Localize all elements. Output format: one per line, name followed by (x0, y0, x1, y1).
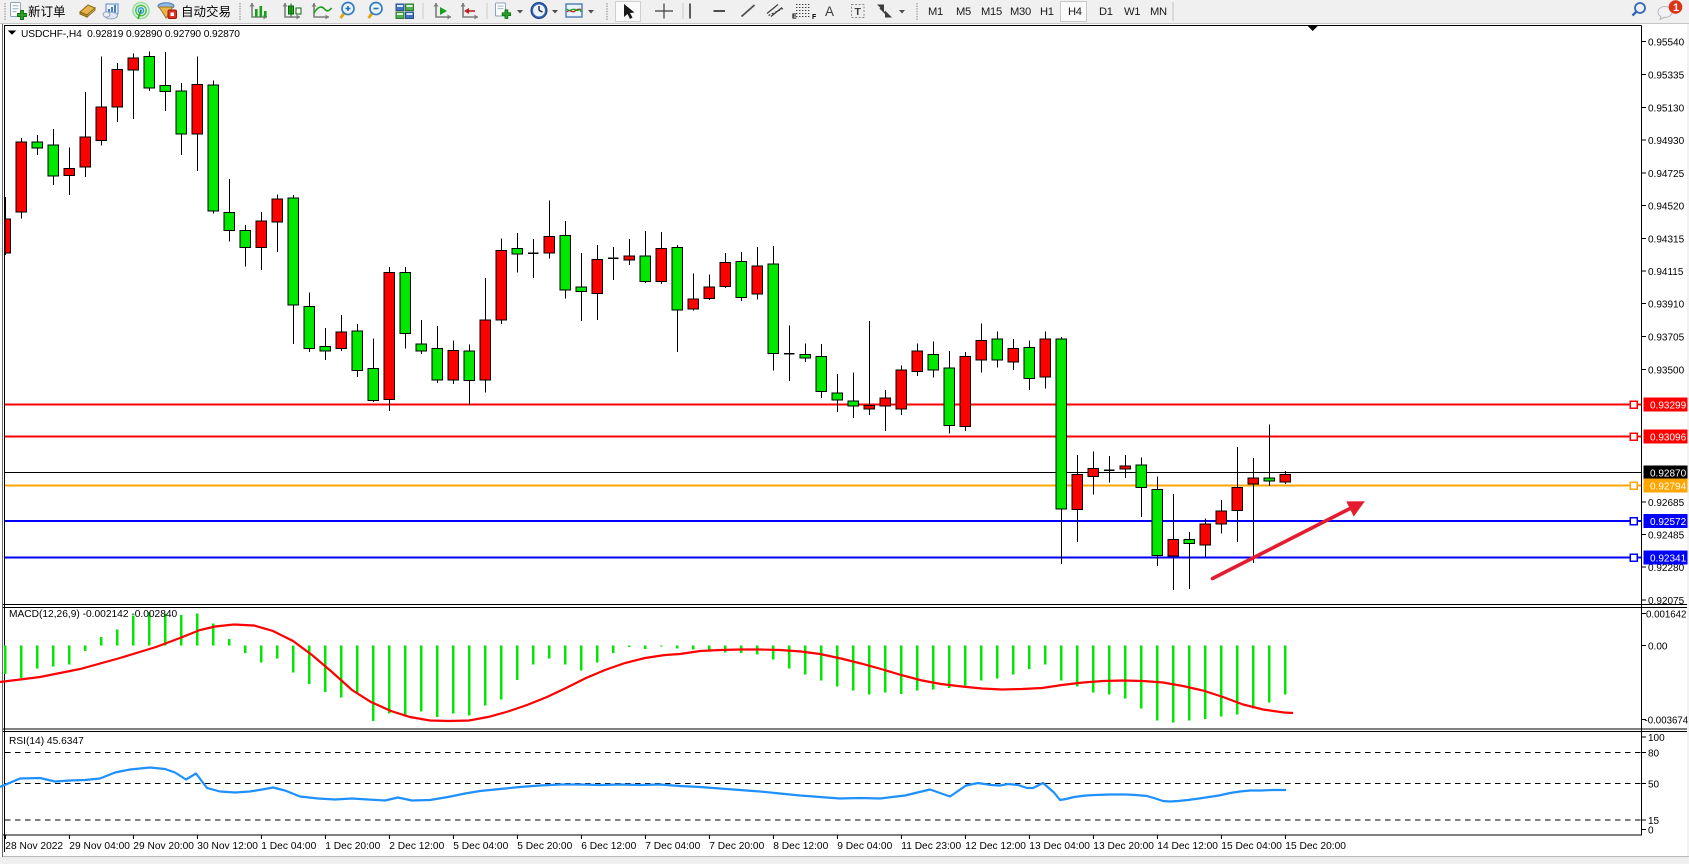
svg-text:W1: W1 (1124, 6, 1140, 18)
svg-text:0.93500: 0.93500 (1648, 366, 1685, 377)
svg-text:H4: H4 (1068, 6, 1082, 18)
svg-text:T: T (855, 6, 862, 18)
svg-text:13 Dec 04:00: 13 Dec 04:00 (1029, 841, 1090, 852)
svg-text:自动交易: 自动交易 (181, 4, 231, 19)
svg-text:RSI(14) 45.6347: RSI(14) 45.6347 (9, 736, 84, 747)
svg-text:0.92075: 0.92075 (1648, 596, 1685, 607)
svg-text:0.94520: 0.94520 (1648, 202, 1685, 213)
svg-text:M30: M30 (1010, 6, 1031, 18)
svg-text:H1: H1 (1040, 6, 1054, 18)
svg-text:15 Dec 04:00: 15 Dec 04:00 (1221, 841, 1282, 852)
svg-text:1: 1 (1673, 2, 1679, 14)
svg-text:7 Dec 20:00: 7 Dec 20:00 (709, 841, 764, 852)
svg-text:15: 15 (1648, 816, 1660, 827)
svg-text:12 Dec 12:00: 12 Dec 12:00 (965, 841, 1026, 852)
svg-text:14 Dec 12:00: 14 Dec 12:00 (1157, 841, 1218, 852)
svg-text:50: 50 (1648, 779, 1660, 790)
svg-text:0.94115: 0.94115 (1648, 267, 1684, 278)
svg-text:80: 80 (1648, 749, 1660, 760)
svg-text:0: 0 (1648, 826, 1654, 837)
svg-text:13 Dec 20:00: 13 Dec 20:00 (1093, 841, 1154, 852)
svg-text:29 Nov 04:00: 29 Nov 04:00 (69, 841, 130, 852)
svg-text:28 Nov 2022: 28 Nov 2022 (5, 841, 63, 852)
svg-text:M15: M15 (981, 6, 1002, 18)
svg-text:15 Dec 20:00: 15 Dec 20:00 (1285, 841, 1346, 852)
svg-text:0.93299: 0.93299 (1650, 401, 1687, 412)
svg-text:0.95130: 0.95130 (1648, 104, 1685, 115)
svg-text:0.001642: 0.001642 (1646, 610, 1686, 621)
svg-text:0.92485: 0.92485 (1648, 531, 1685, 542)
svg-text:新订单: 新订单 (28, 4, 66, 19)
svg-text:E: E (792, 14, 797, 21)
svg-text:11 Dec 23:00: 11 Dec 23:00 (901, 841, 961, 852)
svg-text:7 Dec 04:00: 7 Dec 04:00 (645, 841, 700, 852)
svg-text:F: F (812, 14, 817, 21)
svg-text:29 Nov 20:00: 29 Nov 20:00 (133, 841, 194, 852)
svg-text:8 Dec 12:00: 8 Dec 12:00 (773, 841, 828, 852)
svg-text:0.93910: 0.93910 (1648, 300, 1685, 311)
svg-text:0.94930: 0.94930 (1648, 136, 1685, 147)
svg-text:5 Dec 20:00: 5 Dec 20:00 (517, 841, 572, 852)
svg-text:9 Dec 04:00: 9 Dec 04:00 (837, 841, 892, 852)
svg-text:0.92341: 0.92341 (1650, 554, 1687, 565)
svg-text:0.94725: 0.94725 (1648, 169, 1685, 180)
svg-text:0.94315: 0.94315 (1648, 235, 1685, 246)
svg-text:A: A (825, 4, 834, 19)
svg-text:M1: M1 (928, 6, 943, 18)
svg-text:2 Dec 12:00: 2 Dec 12:00 (389, 841, 444, 852)
svg-text:-0.003674: -0.003674 (1645, 716, 1689, 727)
svg-text:5 Dec 04:00: 5 Dec 04:00 (453, 841, 508, 852)
svg-text:0.92685: 0.92685 (1648, 498, 1685, 509)
svg-text:0.93096: 0.93096 (1650, 433, 1687, 444)
svg-text:0.92870: 0.92870 (1650, 469, 1687, 480)
svg-text:30 Nov 12:00: 30 Nov 12:00 (197, 841, 258, 852)
svg-text:MACD(12,26,9) -0.002142 -0.002: MACD(12,26,9) -0.002142 -0.002840 (9, 609, 178, 620)
svg-text:MN: MN (1150, 6, 1167, 18)
svg-text:0.92794: 0.92794 (1650, 482, 1687, 493)
svg-text:0.93705: 0.93705 (1648, 333, 1685, 344)
svg-text:0.92280: 0.92280 (1648, 563, 1685, 574)
svg-text:1 Dec 20:00: 1 Dec 20:00 (325, 841, 380, 852)
svg-text:0.00: 0.00 (1648, 642, 1668, 653)
svg-text:100: 100 (1648, 733, 1665, 744)
svg-text:0.92572: 0.92572 (1650, 517, 1687, 528)
svg-text:0.95540: 0.95540 (1648, 38, 1685, 49)
svg-text:M5: M5 (956, 6, 971, 18)
svg-text:USDCHF-,H4 0.92819 0.92890 0.: USDCHF-,H4 0.92819 0.92890 0.92790 0.928… (21, 29, 240, 40)
svg-text:D1: D1 (1099, 6, 1113, 18)
svg-text:1 Dec 04:00: 1 Dec 04:00 (261, 841, 316, 852)
svg-text:0.95335: 0.95335 (1648, 71, 1685, 82)
svg-text:6 Dec 12:00: 6 Dec 12:00 (581, 841, 636, 852)
